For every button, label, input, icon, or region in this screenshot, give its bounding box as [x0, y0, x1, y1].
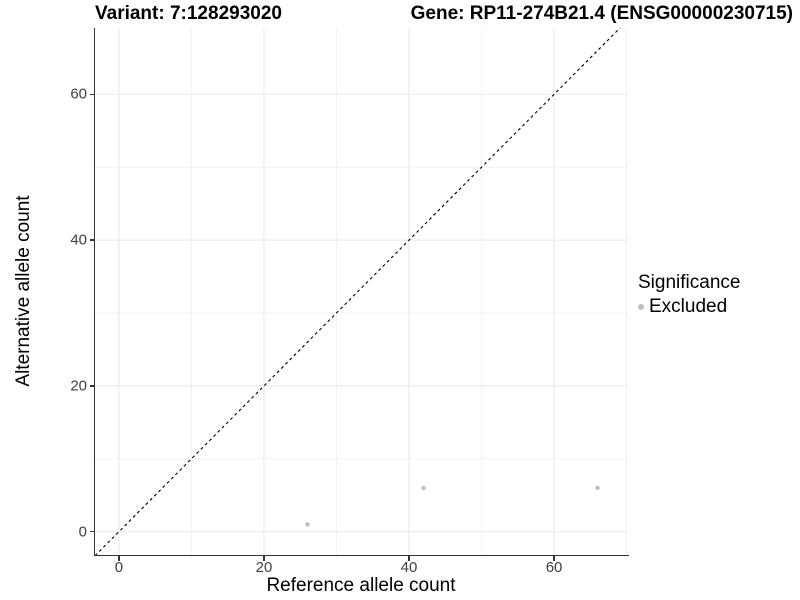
- variant-title: Variant: 7:128293020: [95, 3, 282, 24]
- data-point: [421, 485, 426, 491]
- data-point: [595, 485, 600, 491]
- x-tick-mark: [408, 556, 410, 561]
- plot-panel: [95, 28, 628, 555]
- x-tick-label: 40: [400, 559, 418, 576]
- legend-point-icon: [638, 304, 644, 310]
- x-tick-mark: [263, 556, 265, 561]
- x-tick-label: 60: [545, 559, 563, 576]
- gene-title: Gene: RP11-274B21.4 (ENSG00000230715): [410, 3, 793, 24]
- x-tick-label: 20: [255, 559, 273, 576]
- x-axis-line: [94, 554, 629, 556]
- y-axis-title: Alternative allele count: [13, 195, 34, 387]
- identity-line: [95, 28, 621, 555]
- legend: Significance Excluded: [638, 272, 740, 318]
- x-tick-label: 0: [114, 559, 124, 576]
- y-axis-line: [93, 28, 95, 556]
- y-tick-label: 0: [78, 523, 87, 541]
- y-tick-label: 40: [70, 231, 87, 249]
- x-tick-mark: [553, 556, 555, 561]
- y-tick-mark: [89, 93, 94, 96]
- legend-entry-label: Excluded: [649, 296, 728, 317]
- y-tick-mark: [89, 385, 94, 387]
- x-tick-mark: [118, 556, 120, 561]
- y-tick-mark: [89, 530, 94, 533]
- legend-entry: Excluded: [638, 296, 740, 318]
- y-tick-label: 20: [70, 377, 87, 395]
- data-point: [305, 522, 310, 527]
- legend-title: Significance: [638, 272, 741, 293]
- y-tick-label: 60: [70, 85, 87, 103]
- chart-canvas: [95, 28, 628, 555]
- x-axis-title: Reference allele count: [266, 575, 456, 596]
- y-tick-mark: [89, 239, 94, 241]
